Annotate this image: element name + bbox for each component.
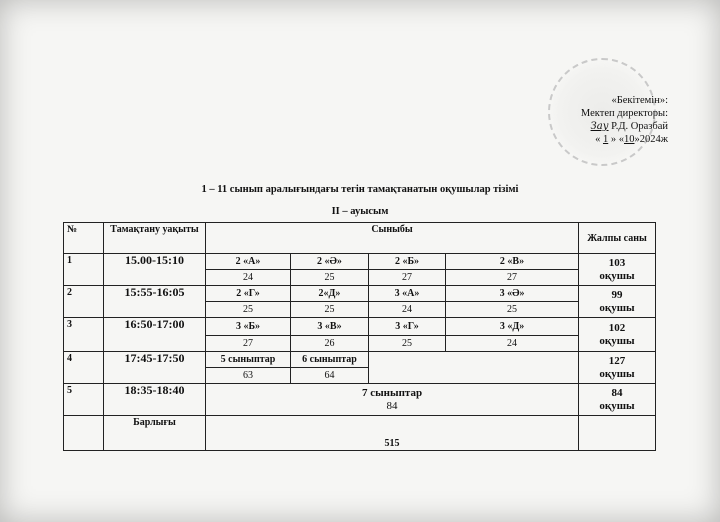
total-count: 84 [611,386,623,399]
class-count: 24 [205,269,291,286]
approval-heading: «Бекітемін»: [611,95,668,106]
class-name: 3 «Д» [444,317,580,336]
total-count: 99 [611,288,623,301]
class-count: 64 [290,367,369,384]
class-count: 25 [290,269,369,286]
class-name: 5 сыныптар [205,351,291,368]
row-no: 2 [63,285,104,318]
class-count: 27 [368,269,446,286]
row-time: 15.00-15:10 [103,253,206,286]
summary-label: Барлығы [103,415,206,451]
class-name: 3 «Г» [368,317,446,336]
row-no: 4 [63,351,104,384]
class-count: 25 [368,335,446,352]
approval-block: «Бекітемін»: Мектеп директоры: Зау Р.Д. … [580,95,668,145]
class-name: 2 «В» [444,253,580,270]
class-name: 2«Д» [290,285,369,302]
row-time: 18:35-18:40 [103,383,206,416]
row-no: 3 [63,317,104,352]
director-name: Р.Д. Оразбай [611,121,668,132]
row-time: 17:45-17:50 [103,351,206,384]
document-title: 1 – 11 сынып аралығындағы тегін тамақтан… [201,184,519,195]
summary-value: 515 [204,415,580,451]
total-count: 127 [608,354,626,367]
row-total: 102 оқушы [578,317,657,352]
total-unit: оқушы [599,334,635,347]
class-count: 25 [290,301,369,318]
document-subtitle: II – ауысым [331,206,389,217]
empty-cell [367,351,580,384]
class-name: 2 «Б» [368,253,446,270]
empty-cell [63,415,104,451]
meal-schedule-table: № Тамақтану уақыты Сыныбы Жалпы саны 1 15… [63,222,657,451]
total-unit: оқушы [599,301,635,314]
class-count: 24 [368,301,446,318]
class-name: 6 сыныптар [290,351,369,368]
class-name: 2 «Г» [205,285,291,302]
row-time: 15:55-16:05 [103,285,206,318]
total-unit: оқушы [599,269,635,282]
total-unit: оқушы [599,367,635,380]
row-total: 103 оқушы [578,253,657,286]
class-name: 3 «Ә» [444,285,580,302]
class-name: 2 «Ә» [290,253,369,270]
header-time: Тамақтану уақыты [103,222,206,254]
header-no: № [63,222,104,254]
signature: Зау [590,121,609,132]
class-count: 24 [444,335,580,352]
row-time: 16:50-17:00 [103,317,206,352]
stamp [548,58,656,166]
total-unit: оқушы [599,399,635,412]
class-count: 27 [205,335,291,352]
total-count: 103 [608,256,626,269]
approval-year: 2024ж [639,134,668,145]
class-count: 26 [290,335,369,352]
class-name: 3 «А» [368,285,446,302]
approval-day: 1 [602,134,609,145]
total-count: 102 [608,321,626,334]
class-count: 63 [205,367,291,384]
row-total: 127 оқушы [578,351,657,384]
row-no: 1 [63,253,104,286]
approval-month: 10 [623,134,635,145]
class-count: 25 [205,301,291,318]
class-count: 84 [386,399,398,412]
row-total: 99 оқушы [578,285,657,318]
class-name: 3 «Б» [205,317,291,336]
class-name: 7 сыныптар [361,386,423,399]
class-group: 7 сыныптар 84 [204,383,580,416]
class-count: 27 [444,269,580,286]
class-name: 2 «А» [205,253,291,270]
row-no: 5 [63,383,104,416]
class-name: 3 «В» [290,317,369,336]
header-total: Жалпы саны [578,222,657,254]
class-count: 25 [444,301,580,318]
approval-position: Мектеп директоры: [580,108,668,119]
empty-cell [578,415,657,451]
header-classes: Сыныбы [204,222,580,254]
row-total: 84 оқушы [578,383,657,416]
